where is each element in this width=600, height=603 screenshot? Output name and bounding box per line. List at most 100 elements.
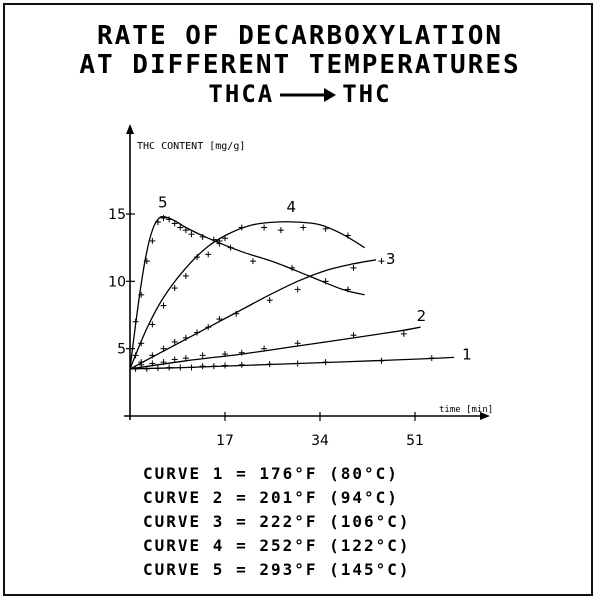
curve-3-point (205, 324, 212, 331)
curve-2-line (129, 326, 421, 370)
curve-3-point (266, 297, 273, 304)
curve-1-point (166, 364, 173, 371)
curve-5-line (129, 216, 365, 369)
curve-2-point (171, 356, 178, 363)
curve-1-point (378, 357, 385, 364)
curve-5-point (249, 258, 256, 265)
curve-2-point (222, 351, 228, 358)
curve-3-point (171, 338, 178, 345)
curve-5-point (210, 236, 217, 243)
curve-3-label: 3 (386, 250, 396, 268)
curve-5-point (154, 219, 161, 226)
curve-5-label: 5 (158, 193, 168, 211)
y-tick-label-5: 5 (117, 342, 126, 358)
curve-3-point (378, 258, 385, 265)
series-curves (129, 216, 455, 370)
curve-1-point (177, 364, 184, 371)
curve-2-point (400, 330, 407, 337)
curve-4-point (222, 235, 228, 242)
curve-4-point (300, 224, 307, 231)
x-tick-label-17: 17 (216, 433, 234, 449)
series-points (132, 215, 435, 372)
legend-curve-5: CURVE 5 = 293°F (145°C) (143, 560, 411, 579)
curve-5-point (149, 237, 156, 244)
curve-4-point (194, 254, 201, 261)
curve-4-point (261, 224, 268, 231)
title-line-3: THCA THC (0, 80, 600, 108)
curve-5-point (199, 233, 206, 240)
curve-5-point (160, 215, 167, 222)
curve-1-point (322, 359, 329, 366)
curve-3-point (216, 316, 223, 323)
curve-2-point (261, 345, 268, 352)
curve-5-point (138, 291, 145, 298)
curve-5-point (166, 216, 173, 223)
curve-4-label: 4 (286, 198, 296, 216)
curve-2-point (149, 360, 156, 367)
curve-1-point (238, 361, 245, 368)
curve-1-point (199, 363, 206, 370)
curve-2-point (182, 355, 189, 362)
curve-5-point (227, 244, 234, 251)
curve-2-point (160, 359, 167, 366)
curve-1-point (428, 355, 435, 362)
title-to: THC (342, 80, 392, 108)
curve-4-point (171, 285, 178, 292)
curve-legend: CURVE 1 = 176°F (80°C) CURVE 2 = 201°F (… (143, 462, 411, 582)
y-tick-label-15: 15 (108, 207, 126, 223)
curve-3-point (233, 310, 240, 317)
curve-1-point (143, 365, 150, 372)
curve-4-point (238, 224, 245, 231)
curve-5-point (188, 231, 195, 238)
curve-1-point (222, 362, 228, 369)
curve-2-point (238, 349, 245, 356)
curve-5-point (171, 220, 178, 227)
curve-4-point (149, 321, 156, 328)
x-tick-label-34: 34 (311, 433, 329, 449)
curve-1-label: 1 (462, 345, 472, 363)
series-labels: 1 2 3 4 5 (158, 193, 472, 363)
chart-axes (124, 124, 490, 420)
legend-curve-3: CURVE 3 = 222°F (106°C) (143, 512, 411, 531)
curve-1-point (294, 360, 301, 367)
curve-1-point (188, 364, 195, 371)
curve-4-point (344, 232, 351, 239)
curve-3-point (138, 359, 145, 366)
curve-3-point (182, 334, 189, 341)
curve-3-line (129, 259, 377, 370)
curve-3-point (294, 286, 301, 293)
curve-5-point (132, 318, 139, 325)
curve-3-point (350, 264, 357, 271)
curve-4-point (132, 352, 139, 359)
curve-2-label: 2 (417, 307, 427, 325)
curve-4-line (129, 221, 366, 370)
legend-curve-1: CURVE 1 = 176°F (80°C) (143, 464, 399, 483)
curve-3-point (194, 329, 201, 336)
curve-1-point (210, 363, 217, 370)
curve-4-point (322, 225, 329, 232)
curve-5-point (216, 237, 223, 244)
title-from: THCA (208, 80, 275, 108)
y-tick-label-10: 10 (108, 274, 126, 290)
y-axis-label: THC CONTENT [mg/g] (137, 141, 245, 152)
curve-1-point (154, 365, 161, 372)
curve-1-point (266, 361, 273, 368)
x-axis-arrow (480, 412, 490, 420)
curve-5-point (344, 286, 351, 293)
curve-4-point (205, 251, 212, 258)
curve-5-point (177, 224, 184, 231)
curve-3-point (322, 278, 329, 285)
curve-5-point (289, 264, 296, 271)
axis-ticks: 17 34 51 5 10 15 (108, 207, 424, 449)
curve-4-point (182, 272, 189, 279)
curve-4-point (277, 227, 284, 234)
x-tick-label-51: 51 (406, 433, 424, 449)
curve-5-point (143, 258, 150, 265)
arrow-right-icon (280, 88, 337, 102)
curve-4-point (160, 302, 167, 309)
curve-2-point (199, 352, 206, 359)
legend-curve-2: CURVE 2 = 201°F (94°C) (143, 488, 399, 507)
legend-curve-4: CURVE 4 = 252°F (122°C) (143, 536, 411, 555)
curve-2-point (294, 340, 301, 347)
